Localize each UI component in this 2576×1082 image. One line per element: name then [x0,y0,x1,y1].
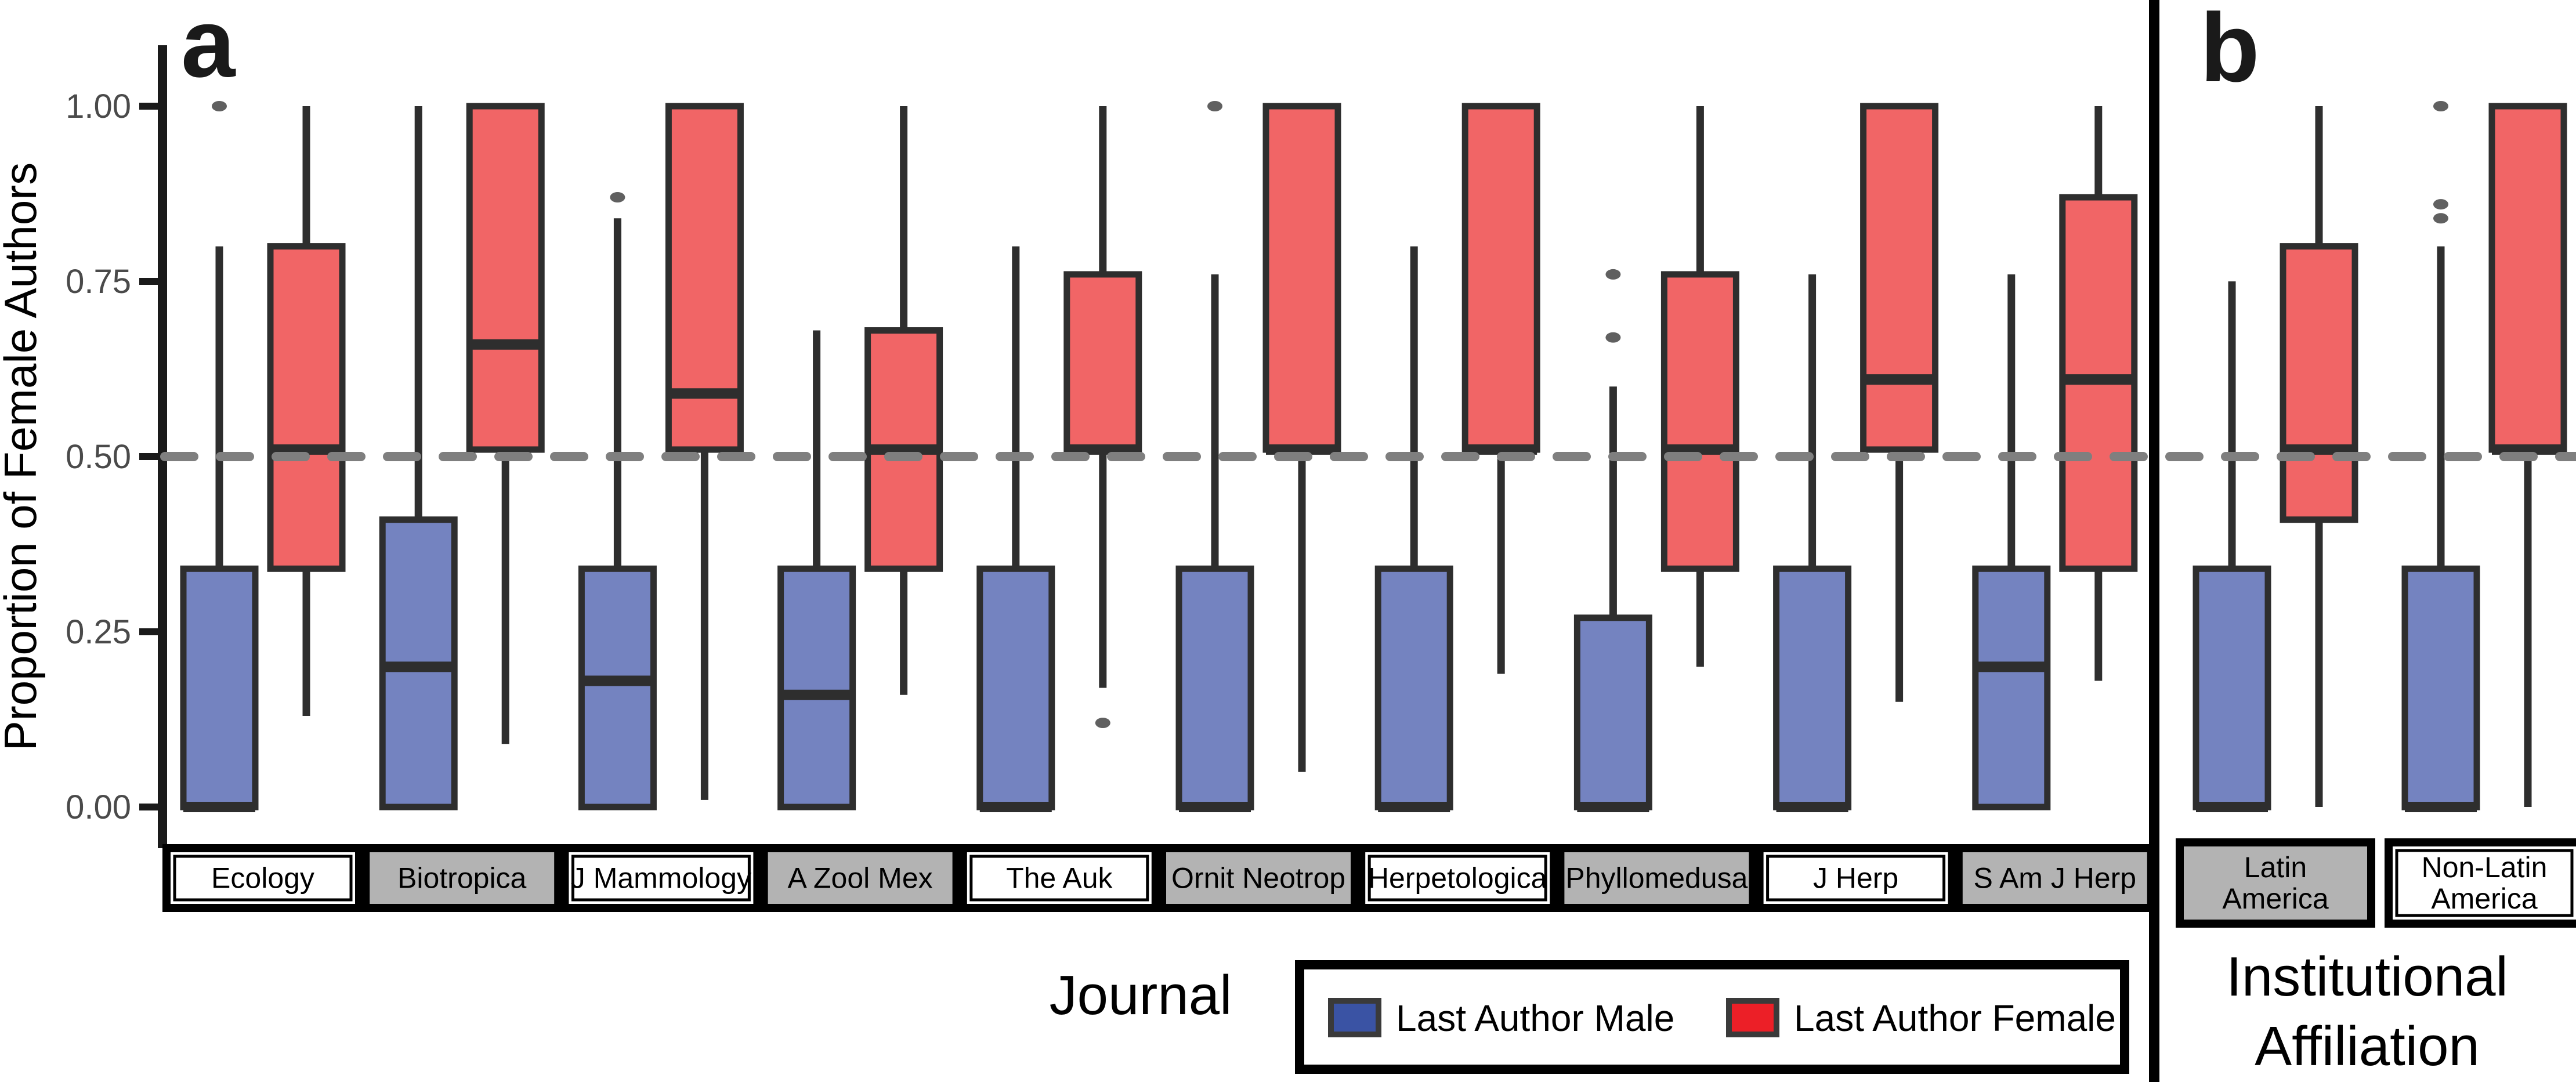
x-axis-title-journal: Journal [1050,964,1232,1026]
category-chip-label: Ornit Neotrop [1171,862,1345,895]
category-chip-inner-border [1766,855,1946,902]
legend-box [1295,960,2129,1074]
y-axis-line [158,45,167,848]
x-axis-title-institutional: Institutional [2226,946,2508,1008]
box-male-Herpetologica [1374,565,1453,810]
box-female-The Auk [1063,271,1142,453]
box-female-Biotropica [466,103,545,453]
outlier-male [2433,213,2448,224]
panel-divider-line [2149,0,2159,1082]
box-female-Herpetologica [1461,103,1540,453]
y-tick-label: 0.50 [66,438,131,476]
box-male-S Am J Herp [1972,565,2051,810]
y-tick-label: 0.00 [66,788,131,826]
box-female-Ecology [267,243,346,572]
box-male-Ornit Neotrop [1175,565,1254,810]
legend-label-female: Last Author Female [1794,997,2116,1039]
category-chip-label: A Zool Mex [788,862,933,895]
box-female-Non-Latin America [2488,103,2567,453]
y-tick-label: 0.75 [66,263,131,301]
box-female-Ornit Neotrop [1262,103,1341,453]
y-axis-ticks [139,103,158,810]
category-chip-The Auk [958,844,1160,912]
box-male-A Zool Mex [777,565,856,810]
y-tick-label: 0.25 [66,613,131,651]
category-chip-label: America [2222,882,2329,915]
category-chip-Phyllomedusa [1556,844,1757,912]
legend: Last Author Male Last Author Female [1295,960,2129,1074]
category-chip-J Mammology [560,844,762,912]
outlier-male [2433,199,2448,210]
box-male-J Mammology [578,565,657,810]
category-chip-inner-border [173,855,353,902]
category-chip-Biotropica [361,844,563,912]
box-male-Latin America [2193,565,2271,810]
box-male-Non-Latin America [2401,565,2480,810]
category-chip-Latin America [2176,838,2375,928]
x-axis-title-affiliation: Affiliation [2255,1015,2480,1077]
category-chip-label: The Auk [1006,862,1113,895]
box-male-J Herp [1773,565,1852,810]
box-male-The Auk [976,565,1055,810]
box-female-Latin America [2280,243,2358,523]
panel-a-label: a [181,0,236,97]
category-chip-label: Ecology [211,862,314,895]
category-chip-label: S Am J Herp [1973,862,2136,895]
category-chip-Non-Latin America [2385,838,2576,928]
category-chip-label: J Herp [1813,862,1898,895]
outlier-female [1095,718,1110,729]
category-chip-label: America [2431,882,2538,915]
category-chip-inner-border [571,855,751,902]
category-chip-J Herp [1755,844,1956,912]
boxes-layer: Ecology Biotropica J Mammology A Zool Mex Th… [162,101,2576,928]
category-chip-inner-border [1367,855,1547,902]
outlier-male [1207,101,1222,111]
category-chip-S Am J Herp [1954,844,2155,912]
outlier-male [212,101,227,111]
category-chip-label: Phyllomedusa [1565,862,1748,895]
box-male-Phyllomedusa [1573,614,1652,810]
category-chip-Ecology [162,844,363,912]
y-tick-label: 1.00 [66,88,131,125]
category-chip-label: J Mammology [571,862,751,895]
y-axis-title: Proportion of Female Authors [0,162,46,751]
outlier-male [2433,101,2448,111]
legend-label-male: Last Author Male [1396,997,1674,1039]
legend-swatch-female [1726,998,1779,1037]
category-chip-Ornit Neotrop [1158,844,1359,912]
category-chip-inner-border [969,855,1149,902]
outlier-male [610,192,625,203]
legend-swatch-male [1328,998,1381,1037]
category-chip-inner-border [2395,849,2574,917]
box-female-J Herp [1860,103,1939,453]
box-male-Ecology [180,565,259,810]
category-chip-Herpetologica [1357,844,1558,912]
category-chip-A Zool Mex [759,844,961,912]
category-chip-label: Biotropica [397,862,527,895]
outlier-male [1605,332,1621,343]
panel-b-label: b [2200,0,2260,102]
category-chip-label: Herpetologica [1368,862,1547,895]
box-female-Phyllomedusa [1660,271,1739,572]
outlier-male [1605,269,1621,280]
category-chip-label: Latin [2244,851,2307,884]
category-chip-label: Non-Latin [2422,851,2548,884]
